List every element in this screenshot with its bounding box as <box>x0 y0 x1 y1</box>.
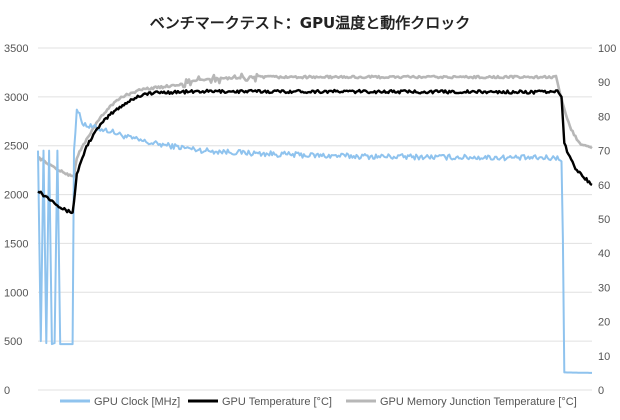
series-line-gpu-clock <box>37 108 592 374</box>
series-line-gpu-memory-junction-temperature <box>37 72 593 178</box>
y-left-tick-label: 1500 <box>4 238 28 250</box>
grid-layer <box>38 47 592 391</box>
legend: GPU Clock [MHz] GPU Temperature [°C] GPU M… <box>60 396 577 408</box>
y-right-tick-label: 90 <box>598 77 610 89</box>
y-left-tick-label: 1000 <box>4 287 28 299</box>
axis-layer: 0 500 1000 1500 2000 2500 3000 3500 0 10 20 30 40 50 6… <box>4 43 616 397</box>
y-left-tick-label: 2000 <box>4 190 28 202</box>
y-left-tick-label: 500 <box>4 336 22 348</box>
y-right-tick-label: 70 <box>598 146 610 158</box>
y-left-tick-label: 0 <box>4 385 10 397</box>
legend-label: GPU Clock [MHz] <box>94 396 180 408</box>
y-right-tick-label: 0 <box>598 385 604 397</box>
y-right-tick-label: 30 <box>598 282 610 294</box>
y-left-tick-label: 3500 <box>4 43 28 55</box>
y-right-tick-label: 10 <box>598 351 610 363</box>
y-right-tick-label: 100 <box>598 43 616 55</box>
y-right-tick-label: 80 <box>598 111 610 123</box>
chart-title: ベンチマークテスト：GPU温度と動作クロック <box>149 14 471 32</box>
y-right-tick-label: 60 <box>598 180 610 192</box>
legend-label: GPU Memory Junction Temperature [°C] <box>380 396 577 408</box>
legend-label: GPU Temperature [°C] <box>222 396 332 408</box>
series-layer <box>37 72 593 374</box>
y-left-tick-label: 3000 <box>4 92 28 104</box>
series-line-gpu-temperature <box>37 88 593 215</box>
y-right-tick-label: 50 <box>598 214 610 226</box>
y-right-tick-label: 20 <box>598 317 610 329</box>
y-right-tick-label: 40 <box>598 248 610 260</box>
y-left-tick-label: 2500 <box>4 141 28 153</box>
